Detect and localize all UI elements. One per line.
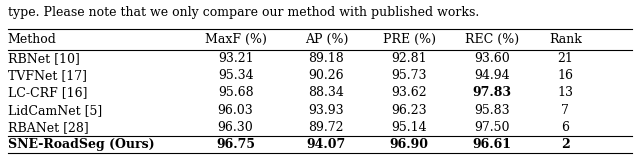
Text: RBANet [28]: RBANet [28] [8, 121, 88, 134]
Text: 96.90: 96.90 [390, 138, 429, 151]
Text: 97.83: 97.83 [472, 86, 511, 99]
Text: Method: Method [8, 33, 56, 46]
Text: 96.75: 96.75 [216, 138, 255, 151]
Text: 89.72: 89.72 [308, 121, 344, 134]
Text: RBNet [10]: RBNet [10] [8, 52, 79, 65]
Text: 96.03: 96.03 [218, 104, 253, 117]
Text: REC (%): REC (%) [465, 33, 519, 46]
Text: 96.30: 96.30 [218, 121, 253, 134]
Text: 94.94: 94.94 [474, 69, 510, 82]
Text: 95.73: 95.73 [392, 69, 427, 82]
Text: LidCamNet [5]: LidCamNet [5] [8, 104, 102, 117]
Text: PRE (%): PRE (%) [383, 33, 436, 46]
Text: 89.18: 89.18 [308, 52, 344, 65]
Text: MaxF (%): MaxF (%) [205, 33, 266, 46]
Text: 6: 6 [561, 121, 570, 134]
Text: type. Please note that we only compare our method with published works.: type. Please note that we only compare o… [8, 6, 479, 19]
Text: 93.62: 93.62 [392, 86, 427, 99]
Text: 96.23: 96.23 [392, 104, 427, 117]
Text: 21: 21 [557, 52, 573, 65]
Text: 95.68: 95.68 [218, 86, 253, 99]
Text: 93.60: 93.60 [474, 52, 510, 65]
Text: 95.34: 95.34 [218, 69, 253, 82]
Text: SNE-RoadSeg (Ours): SNE-RoadSeg (Ours) [8, 138, 154, 151]
Text: 88.34: 88.34 [308, 86, 344, 99]
Text: TVFNet [17]: TVFNet [17] [8, 69, 87, 82]
Text: 93.21: 93.21 [218, 52, 253, 65]
Text: 92.81: 92.81 [392, 52, 427, 65]
Text: 16: 16 [557, 69, 573, 82]
Text: AP (%): AP (%) [305, 33, 348, 46]
Text: 90.26: 90.26 [308, 69, 344, 82]
Text: 2: 2 [561, 138, 570, 151]
Text: 95.14: 95.14 [392, 121, 427, 134]
Text: 7: 7 [561, 104, 569, 117]
Text: 96.61: 96.61 [472, 138, 511, 151]
Text: LC-CRF [16]: LC-CRF [16] [8, 86, 87, 99]
Text: 95.83: 95.83 [474, 104, 510, 117]
Text: Rank: Rank [549, 33, 582, 46]
Text: 97.50: 97.50 [474, 121, 510, 134]
Text: 13: 13 [557, 86, 573, 99]
Text: 93.93: 93.93 [308, 104, 344, 117]
Text: 94.07: 94.07 [307, 138, 346, 151]
